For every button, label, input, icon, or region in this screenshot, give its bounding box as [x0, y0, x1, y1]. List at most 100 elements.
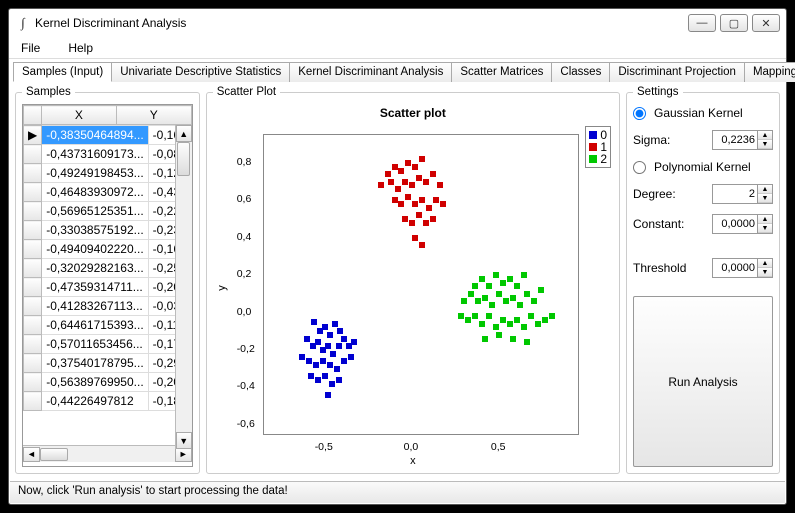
- table-row[interactable]: -0,33038575192...-0,232: [24, 221, 192, 240]
- table-row[interactable]: -0,49249198453...-0,127: [24, 164, 192, 183]
- data-point: [510, 295, 516, 301]
- table-row[interactable]: -0,43731609173...-0,087: [24, 145, 192, 164]
- data-point: [524, 291, 530, 297]
- data-point: [334, 366, 340, 372]
- tab-classes[interactable]: Classes: [551, 62, 610, 82]
- scroll-up-icon[interactable]: ▲: [176, 125, 192, 142]
- data-point: [351, 339, 357, 345]
- data-point: [433, 197, 439, 203]
- scroll-left-icon[interactable]: ◄: [23, 447, 40, 462]
- table-row[interactable]: -0,46483930972...-0,437: [24, 183, 192, 202]
- titlebar[interactable]: ∫ Kernel Discriminant Analysis ― ▢ ✕: [9, 9, 786, 37]
- sigma-input[interactable]: [713, 131, 757, 149]
- data-point: [472, 313, 478, 319]
- table-row[interactable]: -0,47359314711...-0,200: [24, 278, 192, 297]
- minimize-button[interactable]: ―: [688, 14, 716, 32]
- data-point: [458, 313, 464, 319]
- gaussian-radio[interactable]: [633, 107, 646, 120]
- app-window: ∫ Kernel Discriminant Analysis ― ▢ ✕ Fil…: [8, 8, 787, 505]
- constant-stepper[interactable]: ▲▼: [712, 214, 773, 234]
- status-bar: Now, click 'Run analysis' to start proce…: [10, 481, 785, 503]
- y-tick: 0,2: [237, 268, 252, 280]
- data-point: [514, 317, 520, 323]
- degree-label: Degree:: [633, 187, 708, 201]
- scatter-panel: Scatter Plot Scatter plot y x 012 -0,50,…: [206, 86, 620, 474]
- table-row[interactable]: -0,56965125351...-0,227: [24, 202, 192, 221]
- menu-file[interactable]: File: [15, 39, 46, 57]
- tab-univariate-descriptive-statistics[interactable]: Univariate Descriptive Statistics: [111, 62, 290, 82]
- data-point: [398, 168, 404, 174]
- data-point: [315, 377, 321, 383]
- data-point: [542, 317, 548, 323]
- menu-help[interactable]: Help: [62, 39, 99, 57]
- data-point: [500, 317, 506, 323]
- data-point: [336, 377, 342, 383]
- grid-vscroll[interactable]: ▲ ▼: [175, 125, 192, 449]
- data-point: [327, 362, 333, 368]
- table-row[interactable]: -0,49409402220...-0,168: [24, 240, 192, 259]
- grid-hscroll[interactable]: ◄ ►: [23, 445, 192, 462]
- table-row[interactable]: -0,44226497812-0,185: [24, 392, 192, 411]
- plot-area: [263, 134, 579, 435]
- polynomial-radio[interactable]: [633, 161, 646, 174]
- table-row[interactable]: -0,37540178795...-0,292: [24, 354, 192, 373]
- vscroll-thumb[interactable]: [177, 142, 190, 176]
- data-point: [412, 235, 418, 241]
- data-point: [409, 182, 415, 188]
- threshold-input[interactable]: [713, 259, 757, 277]
- spin-up-icon[interactable]: ▲: [758, 131, 772, 140]
- data-point: [412, 201, 418, 207]
- spin-up-icon[interactable]: ▲: [758, 185, 772, 194]
- tab-discriminant-projection[interactable]: Discriminant Projection: [609, 62, 745, 82]
- tab-scatter-matrices[interactable]: Scatter Matrices: [451, 62, 552, 82]
- settings-legend: Settings: [633, 86, 683, 98]
- data-point: [521, 324, 527, 330]
- spin-up-icon[interactable]: ▲: [758, 259, 772, 268]
- data-point: [416, 212, 422, 218]
- sigma-stepper[interactable]: ▲▼: [712, 130, 773, 150]
- table-row[interactable]: -0,57011653456...-0,173: [24, 335, 192, 354]
- hscroll-thumb[interactable]: [40, 448, 68, 461]
- data-point: [507, 276, 513, 282]
- table-row[interactable]: -0,56389769950...-0,207: [24, 373, 192, 392]
- spin-up-icon[interactable]: ▲: [758, 215, 772, 224]
- tab-kernel-discriminant-analysis[interactable]: Kernel Discriminant Analysis: [289, 62, 452, 82]
- menubar: File Help: [9, 37, 786, 59]
- data-point: [332, 321, 338, 327]
- table-row[interactable]: -0,64461715393...-0,115: [24, 316, 192, 335]
- polynomial-label: Polynomial Kernel: [654, 160, 751, 174]
- data-point: [409, 220, 415, 226]
- spin-down-icon[interactable]: ▼: [758, 194, 772, 203]
- threshold-stepper[interactable]: ▲▼: [712, 258, 773, 278]
- data-point: [524, 339, 530, 345]
- data-point: [378, 182, 384, 188]
- table-row[interactable]: -0,32029282163...-0,251: [24, 259, 192, 278]
- data-point: [482, 336, 488, 342]
- data-point: [322, 373, 328, 379]
- spin-down-icon[interactable]: ▼: [758, 140, 772, 149]
- degree-stepper[interactable]: ▲▼: [712, 184, 773, 204]
- tab-samples-input-[interactable]: Samples (Input): [13, 62, 112, 82]
- constant-input[interactable]: [713, 215, 757, 233]
- x-tick: 0,5: [491, 441, 506, 453]
- data-point: [315, 339, 321, 345]
- table-row[interactable]: -0,41283267113...-0,039: [24, 297, 192, 316]
- data-point: [325, 343, 331, 349]
- data-point: [299, 354, 305, 360]
- data-point: [465, 317, 471, 323]
- table-row[interactable]: ▶-0,38350464894...-0,162: [24, 126, 192, 145]
- maximize-button[interactable]: ▢: [720, 14, 748, 32]
- y-tick: 0,8: [237, 156, 252, 168]
- spin-down-icon[interactable]: ▼: [758, 268, 772, 277]
- run-analysis-button[interactable]: Run Analysis: [633, 296, 773, 467]
- data-point: [392, 164, 398, 170]
- data-point: [416, 175, 422, 181]
- data-point: [311, 319, 317, 325]
- tab-mapping-navigation[interactable]: Mapping Navigation: [744, 62, 795, 82]
- samples-grid[interactable]: XY ▶-0,38350464894...-0,162-0,4373160917…: [22, 104, 193, 467]
- degree-input[interactable]: [713, 185, 757, 203]
- spin-down-icon[interactable]: ▼: [758, 224, 772, 233]
- close-button[interactable]: ✕: [752, 14, 780, 32]
- sigma-label: Sigma:: [633, 133, 708, 147]
- scroll-down-icon[interactable]: ▼: [176, 432, 192, 449]
